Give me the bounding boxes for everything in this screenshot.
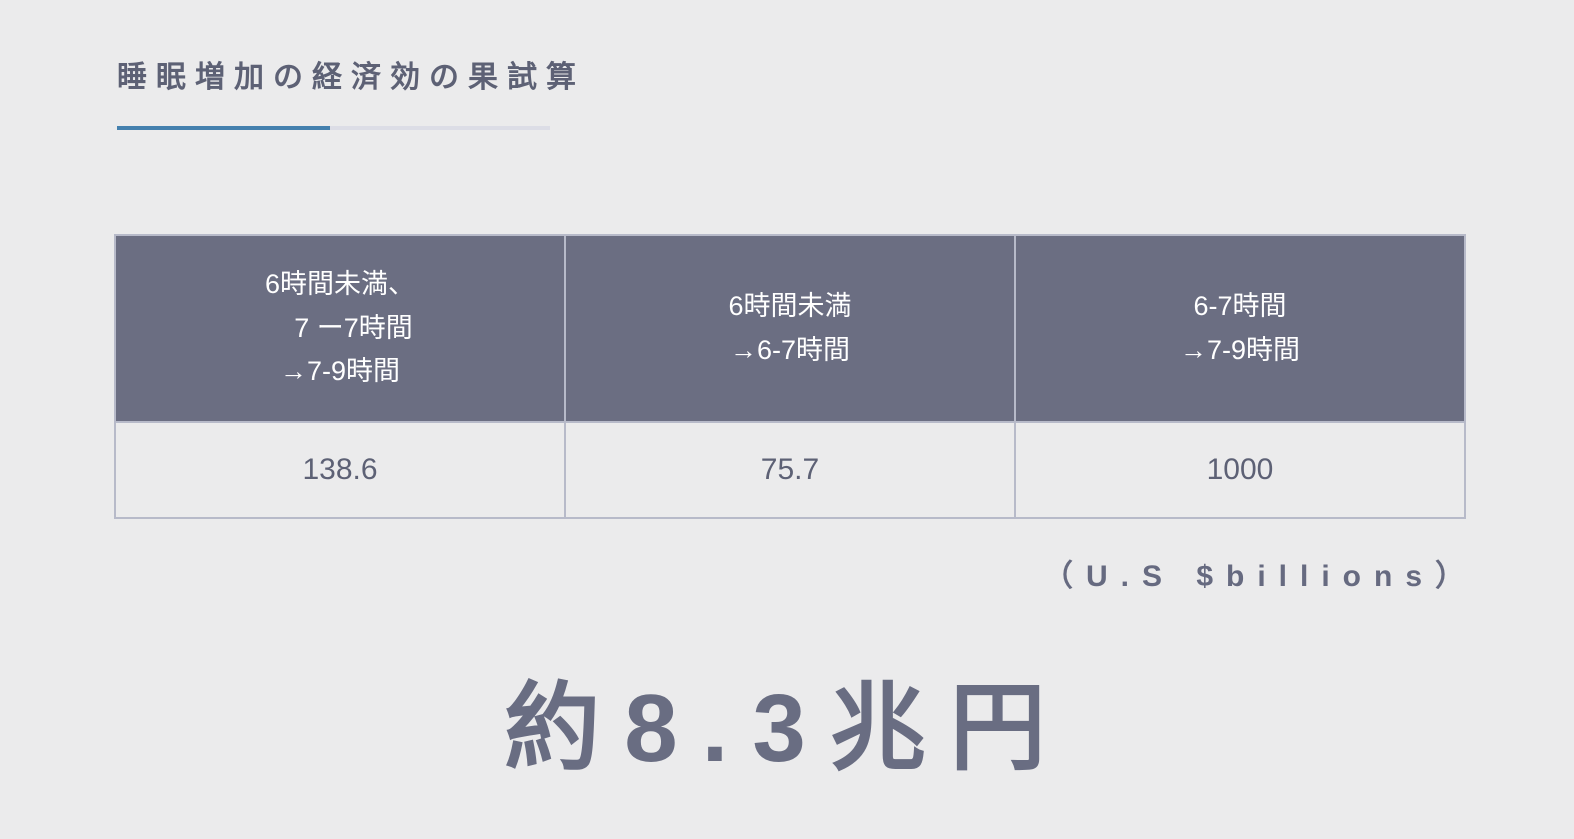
header-line: 6-7時間 [1193,290,1287,321]
header-line: →6-7時間 [729,334,851,365]
table-header-cell-3: 6-7時間 →7-9時間 [1016,236,1464,421]
table-value-row: 138.6 75.7 1000 [116,423,1464,517]
value-text: 75.7 [760,453,820,486]
title-underline-rest [330,126,550,130]
estimates-table: 6時間未満、 7 ー7時間 →7-9時間 6時間未満 →6-7時間 6-7時間 … [114,234,1466,519]
value-text: 138.6 [302,453,378,486]
page-title: 睡眠増加の経済効の果試算 [117,61,585,94]
header-line: 6時間未満、 [264,268,416,299]
table-value-cell-1: 138.6 [116,423,566,517]
table-value-cell-3: 1000 [1016,423,1464,517]
header-line: 7 ー7時間 [267,312,413,343]
table-header-cell-2: 6時間未満 →6-7時間 [566,236,1016,421]
table-value-cell-2: 75.7 [566,423,1016,517]
title-underline-accent [117,126,330,130]
header-line: →7-9時間 [1179,334,1301,365]
units-label: （U.S $billions） [1042,560,1478,593]
header-line: 6時間未満 [728,290,852,321]
total-estimate: 約8.3兆円 [504,675,1070,782]
table-header-cell-1: 6時間未満、 7 ー7時間 →7-9時間 [116,236,566,421]
title-underline [117,126,550,130]
table-header-row: 6時間未満、 7 ー7時間 →7-9時間 6時間未満 →6-7時間 6-7時間 … [116,236,1464,423]
value-text: 1000 [1206,453,1274,486]
header-line: →7-9時間 [279,356,401,387]
